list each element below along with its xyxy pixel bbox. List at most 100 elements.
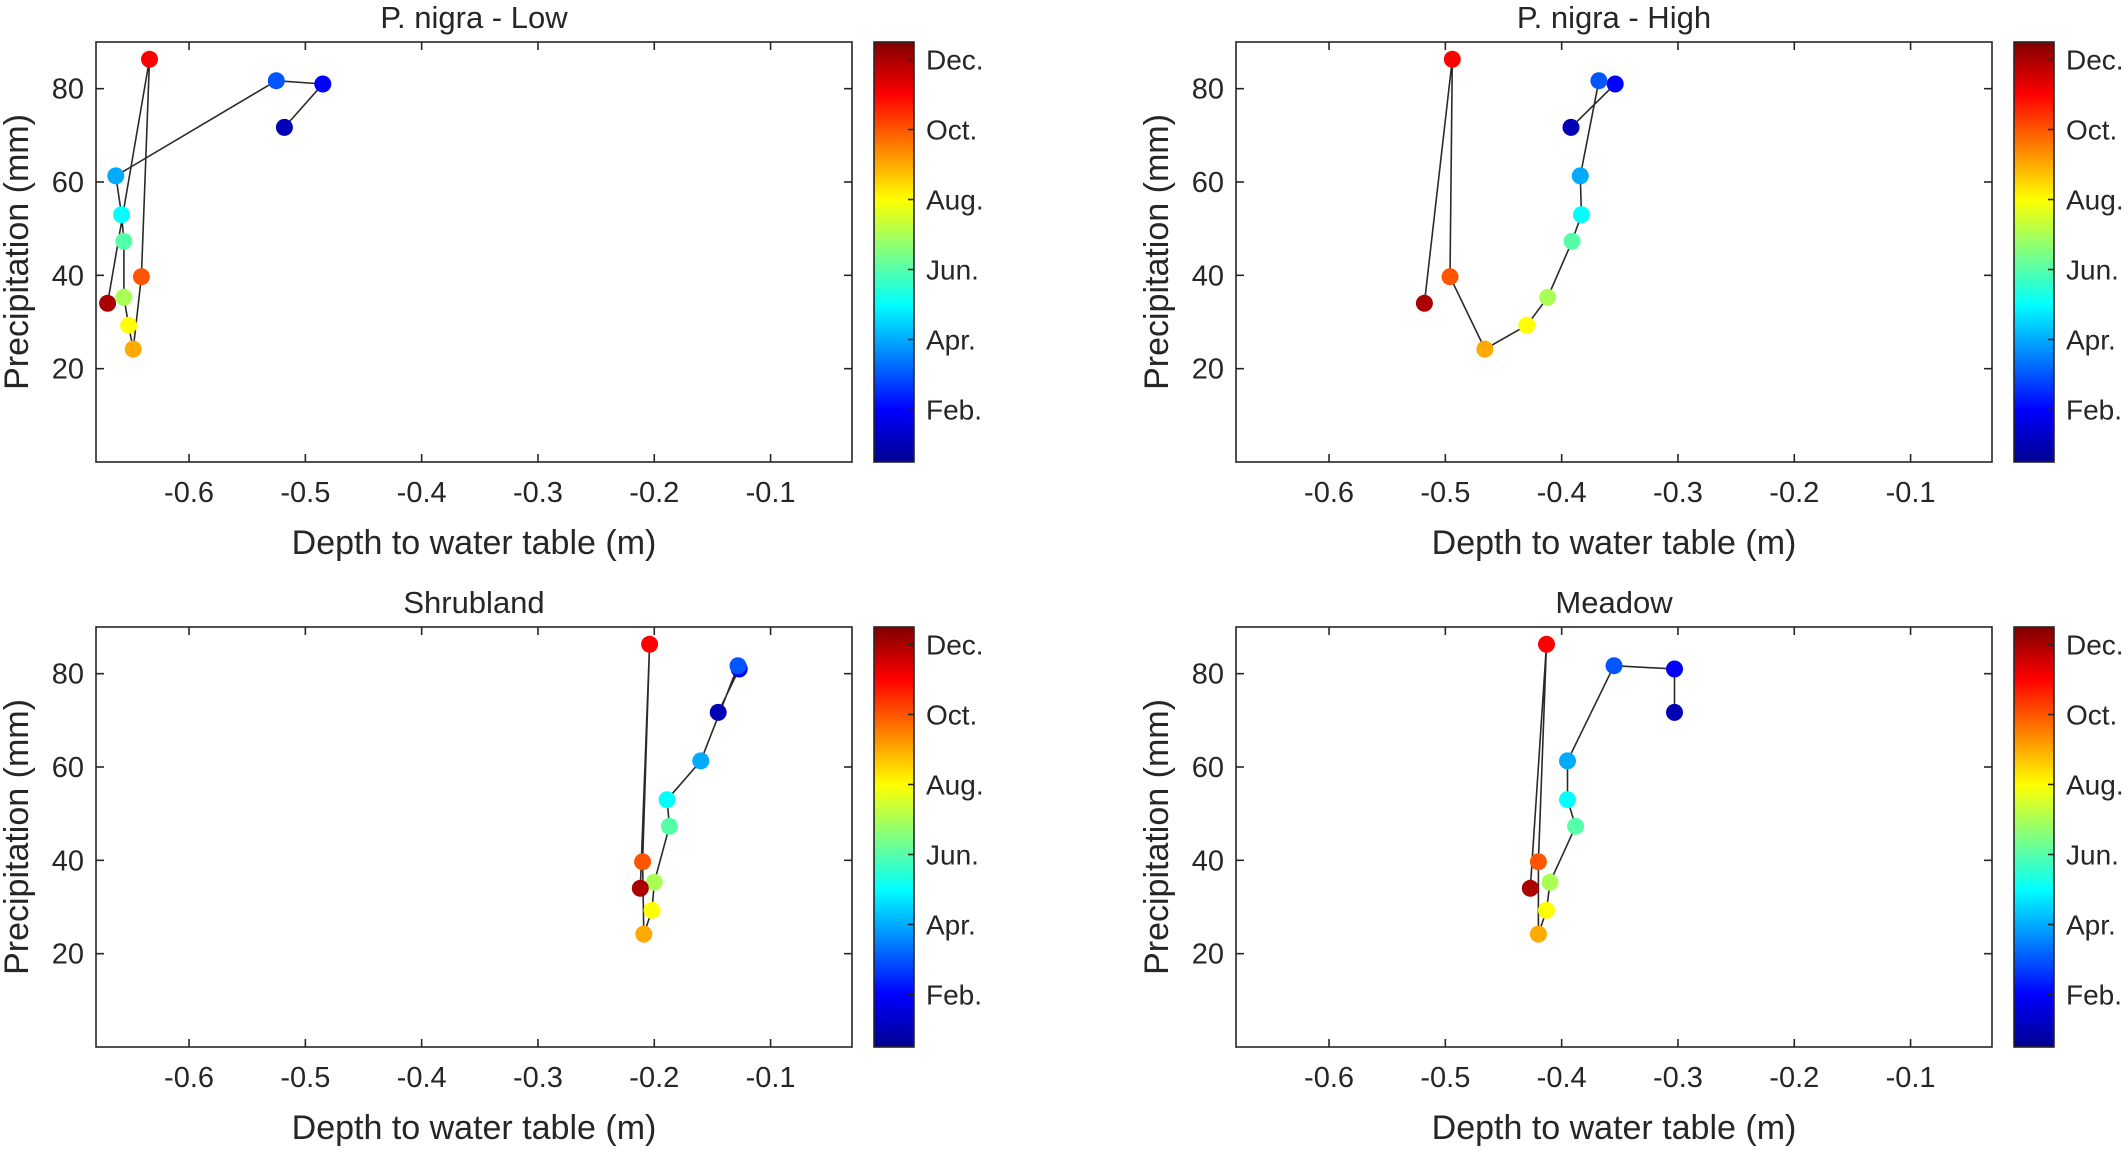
colorbar-frame [873,41,915,463]
y-tick-label: 20 [52,354,84,386]
colorbar-tick-label: Apr. [2066,910,2116,941]
data-point-month-7 [1541,873,1559,891]
data-point-month-1 [1562,118,1580,136]
y-tick-label: 80 [1192,74,1224,106]
x-tick-label: -0.5 [280,1062,330,1094]
x-tick-label: -0.2 [629,1062,679,1094]
x-tick-label: -0.3 [1653,477,1703,509]
colorbar: Feb. Apr. Jun. Aug. Oct. Dec. [2013,41,2124,463]
data-point-month-8 [643,901,661,919]
data-point-month-5 [658,791,676,809]
x-axis-label: Depth to water table (m) [292,1109,657,1147]
data-point-month-12 [631,879,649,897]
colorbar-gradient [874,627,914,1047]
x-tick-label: -0.4 [1537,477,1587,509]
data-point-month-9 [635,925,653,943]
data-point-month-2 [1606,75,1624,93]
data-point-month-10 [1441,268,1459,286]
colorbar-tick-label: Feb. [2066,980,2122,1011]
colorbar: Feb. Apr. Jun. Aug. Oct. Dec. [873,41,984,463]
colorbar-tick-label: Jun. [2066,255,2119,286]
data-point-month-6 [660,817,678,835]
x-tick-label: -0.6 [1304,1062,1354,1094]
colorbar-frame [2013,626,2055,1048]
colorbar-tick-label: Oct. [2066,115,2117,146]
data-point-month-10 [132,268,150,286]
y-tick-label: 80 [52,659,84,691]
data-point-month-3 [729,657,747,675]
colorbar-tick-label: Dec. [926,630,984,661]
data-point-month-9 [124,340,142,358]
data-point-month-1 [275,118,293,136]
data-point-month-9 [1529,925,1547,943]
colorbar-tick-label: Dec. [926,45,984,76]
colorbar-gradient [2014,627,2054,1047]
x-tick-label: -0.5 [280,477,330,509]
data-point-month-10 [634,853,652,871]
chart-title: Shrubland [403,585,544,620]
colorbar-tick-label: Apr. [2066,325,2116,356]
colorbar-tick-label: Dec. [2066,45,2124,76]
data-point-month-11 [141,50,158,68]
x-tick-label: -0.4 [397,1062,447,1094]
colorbar-tick-label: Dec. [2066,630,2124,661]
data-point-month-6 [115,232,133,250]
y-tick-label: 40 [52,260,84,292]
data-point-month-5 [1572,206,1590,224]
x-tick-label: -0.6 [1304,477,1354,509]
data-point-month-8 [1538,901,1555,919]
data-point-month-11 [1443,50,1461,68]
colorbar-tick-label: Oct. [926,700,977,731]
x-tick-label: -0.5 [1420,1062,1470,1094]
y-tick-label: 20 [1192,939,1224,971]
chart-panel-2: P. nigra - High -0.6 -0.5 -0.4 -0.3 -0.2 -0.1 2… [1138,0,2124,562]
y-axis-label: Precipitation (mm) [0,114,36,390]
y-tick-label: 40 [1192,845,1224,877]
data-point-month-6 [1567,817,1585,835]
data-point-month-3 [1605,657,1623,675]
x-tick-label: -0.6 [164,477,214,509]
x-tick-label: -0.4 [397,477,447,509]
data-point-month-7 [1539,288,1557,306]
colorbar-gradient [874,42,914,462]
data-point-month-1 [1666,703,1683,721]
data-point-month-7 [645,873,663,891]
y-tick-label: 60 [1192,752,1224,784]
data-point-month-4 [1559,752,1576,770]
x-tick-label: -0.4 [1537,1062,1587,1094]
colorbar-tick-label: Aug. [2066,185,2124,216]
colorbar-tick-label: Oct. [2066,700,2117,731]
colorbar-tick-label: Jun. [926,840,979,871]
data-point-month-3 [267,72,285,90]
colorbar-tick-label: Feb. [926,395,982,426]
data-point-month-12 [1415,294,1433,312]
colorbar: Feb. Apr. Jun. Aug. Oct. Dec. [2013,626,2124,1048]
colorbar-tick-label: Aug. [2066,770,2124,801]
colorbar-tick-label: Apr. [926,325,976,356]
chart-title: P. nigra - Low [380,0,568,35]
plot-frame [1235,41,1993,463]
data-point-month-12 [99,294,117,312]
data-point-month-2 [314,75,332,93]
x-tick-label: -0.2 [1769,477,1819,509]
colorbar-tick-label: Jun. [2066,840,2119,871]
data-point-month-4 [692,752,710,770]
colorbar-tick-label: Apr. [926,910,976,941]
data-point-month-12 [1521,879,1539,897]
data-point-month-8 [120,316,138,334]
chart-panel-4: Meadow -0.6 -0.5 -0.4 -0.3 -0.2 -0.1 20 40 60 80 De… [1138,585,2124,1147]
x-axis-label: Depth to water table (m) [292,524,657,562]
y-axis-label: Precipitation (mm) [1138,114,1176,390]
y-tick-label: 60 [1192,167,1224,199]
y-tick-label: 80 [52,74,84,106]
x-tick-label: -0.6 [164,1062,214,1094]
x-tick-label: -0.3 [513,1062,563,1094]
data-point-month-4 [1571,167,1589,185]
x-tick-label: -0.2 [1769,1062,1819,1094]
colorbar-tick-label: Jun. [926,255,979,286]
x-tick-label: -0.2 [629,477,679,509]
data-point-month-5 [113,206,131,224]
y-tick-label: 40 [1192,260,1224,292]
x-axis-label: Depth to water table (m) [1432,524,1797,562]
data-point-month-2 [1666,660,1683,678]
